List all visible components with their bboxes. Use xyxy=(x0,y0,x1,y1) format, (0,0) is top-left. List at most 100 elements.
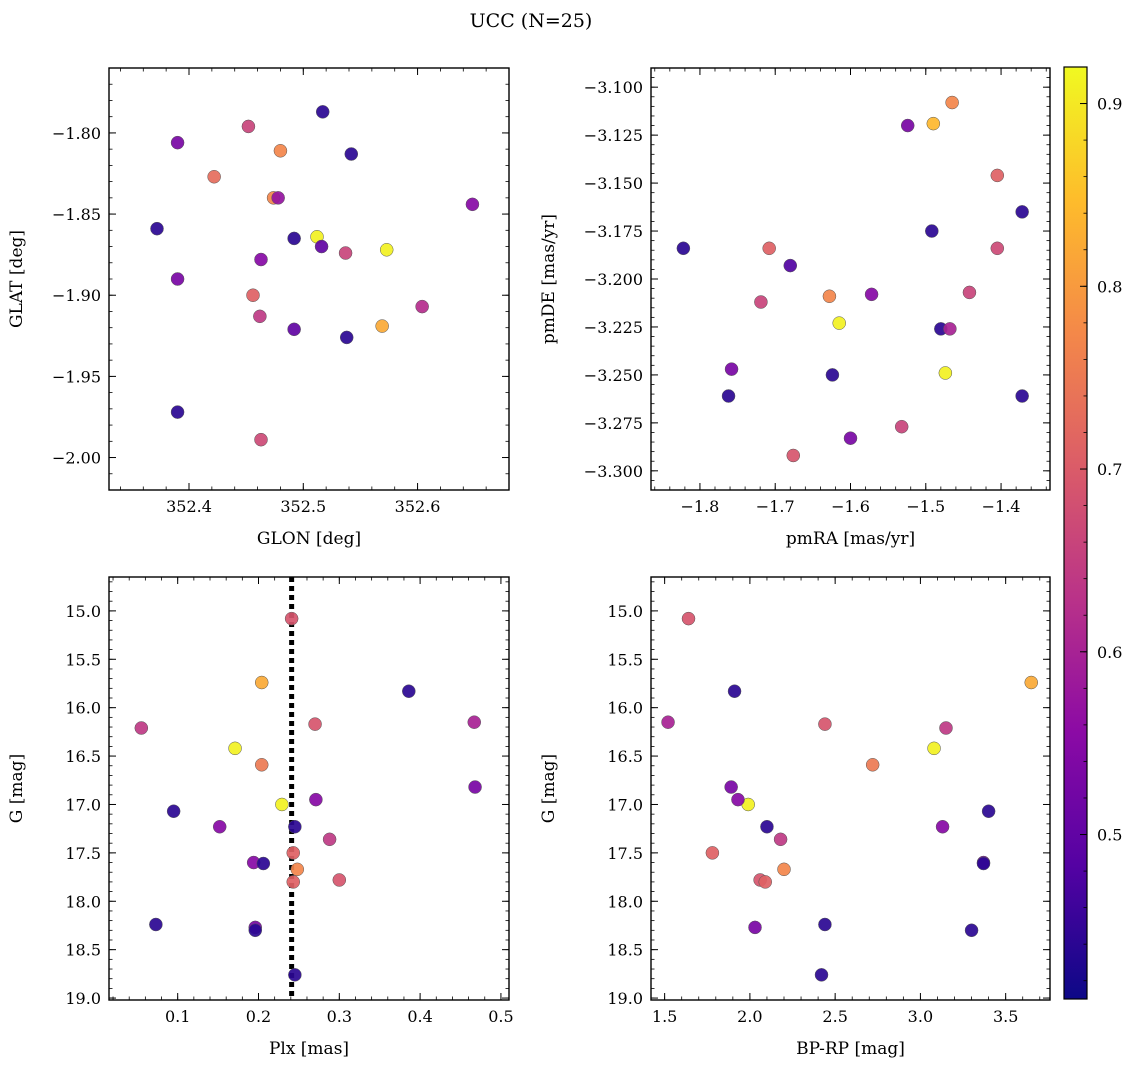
y-tick-label: −3.200 xyxy=(584,270,643,289)
data-point xyxy=(962,285,977,300)
data-point xyxy=(468,780,482,794)
x-tick-label: −1.8 xyxy=(681,497,720,516)
x-tick-label: −1.7 xyxy=(756,497,795,516)
colorbar-tick-label: 0.9 xyxy=(1097,95,1122,114)
data-point xyxy=(818,717,832,731)
y-tick-label: 17.5 xyxy=(607,844,643,863)
y-tick-label: −1.80 xyxy=(52,124,101,143)
x-tick-label: 352.4 xyxy=(166,497,212,516)
data-point xyxy=(990,241,1005,256)
data-point xyxy=(314,239,329,254)
data-point xyxy=(864,287,879,302)
data-point xyxy=(822,289,837,304)
x-axis-label: BP-RP [mag] xyxy=(796,1039,905,1059)
data-point xyxy=(783,258,798,273)
data-point xyxy=(150,221,164,236)
x-tick-label: −1.5 xyxy=(906,497,945,516)
data-point xyxy=(938,366,953,380)
y-tick-label: 15.5 xyxy=(65,650,101,669)
data-point xyxy=(375,319,389,333)
data-point xyxy=(170,405,185,419)
data-point xyxy=(332,873,347,887)
data-point xyxy=(777,862,791,877)
axes-frame xyxy=(108,67,510,491)
colorbar-tick-label: 0.5 xyxy=(1097,826,1122,845)
y-tick-label: 17.0 xyxy=(65,795,101,814)
data-point xyxy=(832,316,846,330)
y-tick-label: −1.95 xyxy=(52,367,101,386)
y-tick-label: −3.225 xyxy=(584,318,643,337)
data-point xyxy=(939,721,953,735)
data-point xyxy=(415,299,429,314)
y-tick-label: −1.85 xyxy=(52,205,101,224)
data-point xyxy=(926,116,941,131)
x-tick-label: 3.0 xyxy=(908,1007,933,1026)
x-tick-label: −1.6 xyxy=(831,497,870,516)
data-point xyxy=(676,241,691,256)
data-point xyxy=(990,168,1005,183)
data-point xyxy=(273,144,288,158)
x-tick-label: 352.5 xyxy=(280,497,326,516)
data-point xyxy=(207,169,221,184)
x-tick-label: −1.4 xyxy=(982,497,1021,516)
data-point xyxy=(721,389,736,403)
data-point xyxy=(275,797,289,812)
y-tick-label: −1.90 xyxy=(52,286,101,305)
data-point xyxy=(253,309,267,324)
x-axis-label: Plx [mas] xyxy=(269,1039,349,1059)
y-tick-label: −3.150 xyxy=(584,174,643,193)
y-tick-label: 15.0 xyxy=(607,602,643,621)
colorbar-gradient xyxy=(1063,66,1088,1000)
data-point xyxy=(254,432,268,447)
data-point xyxy=(402,684,416,698)
y-tick-label: 16.0 xyxy=(65,699,101,718)
y-tick-label: 18.5 xyxy=(607,941,643,960)
x-tick-label: 3.5 xyxy=(993,1007,1018,1026)
data-point xyxy=(754,295,768,309)
data-point xyxy=(935,819,950,834)
y-tick-label: 19.0 xyxy=(607,989,643,1008)
data-point xyxy=(981,804,996,818)
data-point xyxy=(945,95,959,110)
x-tick-label: 1.5 xyxy=(652,1007,677,1026)
data-point xyxy=(1024,675,1038,690)
y-tick-label: −2.00 xyxy=(52,449,101,468)
axes-frame xyxy=(650,576,1051,1001)
figure-title: UCC (N=25) xyxy=(470,10,593,32)
colorbar-tick-label: 0.6 xyxy=(1097,643,1122,662)
y-tick-label: −3.125 xyxy=(584,126,643,145)
y-tick-label: 16.5 xyxy=(65,747,101,766)
panel-1: 352.4 352.5 352.6 −1.80 −1.85 −1.90 −1.95 −2.00… xyxy=(7,67,510,549)
data-point xyxy=(818,917,832,932)
x-tick-label: 0.4 xyxy=(407,1007,432,1026)
data-point xyxy=(246,288,260,302)
panels: 352.4 352.5 352.6 −1.80 −1.85 −1.90 −1.95 −2.00… xyxy=(7,67,1051,1059)
y-axis-label: G [mag] xyxy=(7,754,27,823)
data-point xyxy=(254,675,269,690)
data-point xyxy=(308,717,322,731)
data-point xyxy=(964,923,979,938)
data-point xyxy=(1015,205,1029,219)
x-tick-label: 2.0 xyxy=(737,1007,762,1026)
data-point xyxy=(134,721,149,735)
data-point xyxy=(1015,389,1029,403)
axes-frame xyxy=(108,576,510,1001)
data-point xyxy=(212,819,227,834)
x-tick-label: 0.3 xyxy=(327,1007,352,1026)
data-point xyxy=(290,862,305,877)
data-point xyxy=(724,780,738,794)
y-axis-label: pmDE [mas/yr] xyxy=(539,214,559,344)
data-point xyxy=(166,804,181,818)
data-point xyxy=(286,846,300,860)
y-tick-label: −3.175 xyxy=(584,222,643,241)
data-point xyxy=(748,920,762,935)
y-tick-label: 18.0 xyxy=(607,892,643,911)
panel-2: −1.8 −1.7 −1.6 −1.5 −1.4 −3.100 −3.125 −3.150 −3… xyxy=(539,67,1051,549)
data-point xyxy=(287,231,301,246)
data-point xyxy=(661,715,675,729)
y-tick-label: 16.0 xyxy=(607,699,643,718)
data-point xyxy=(271,191,285,205)
data-point xyxy=(309,792,323,807)
x-tick-label: 0.5 xyxy=(488,1007,513,1026)
y-tick-label: 19.0 xyxy=(65,989,101,1008)
